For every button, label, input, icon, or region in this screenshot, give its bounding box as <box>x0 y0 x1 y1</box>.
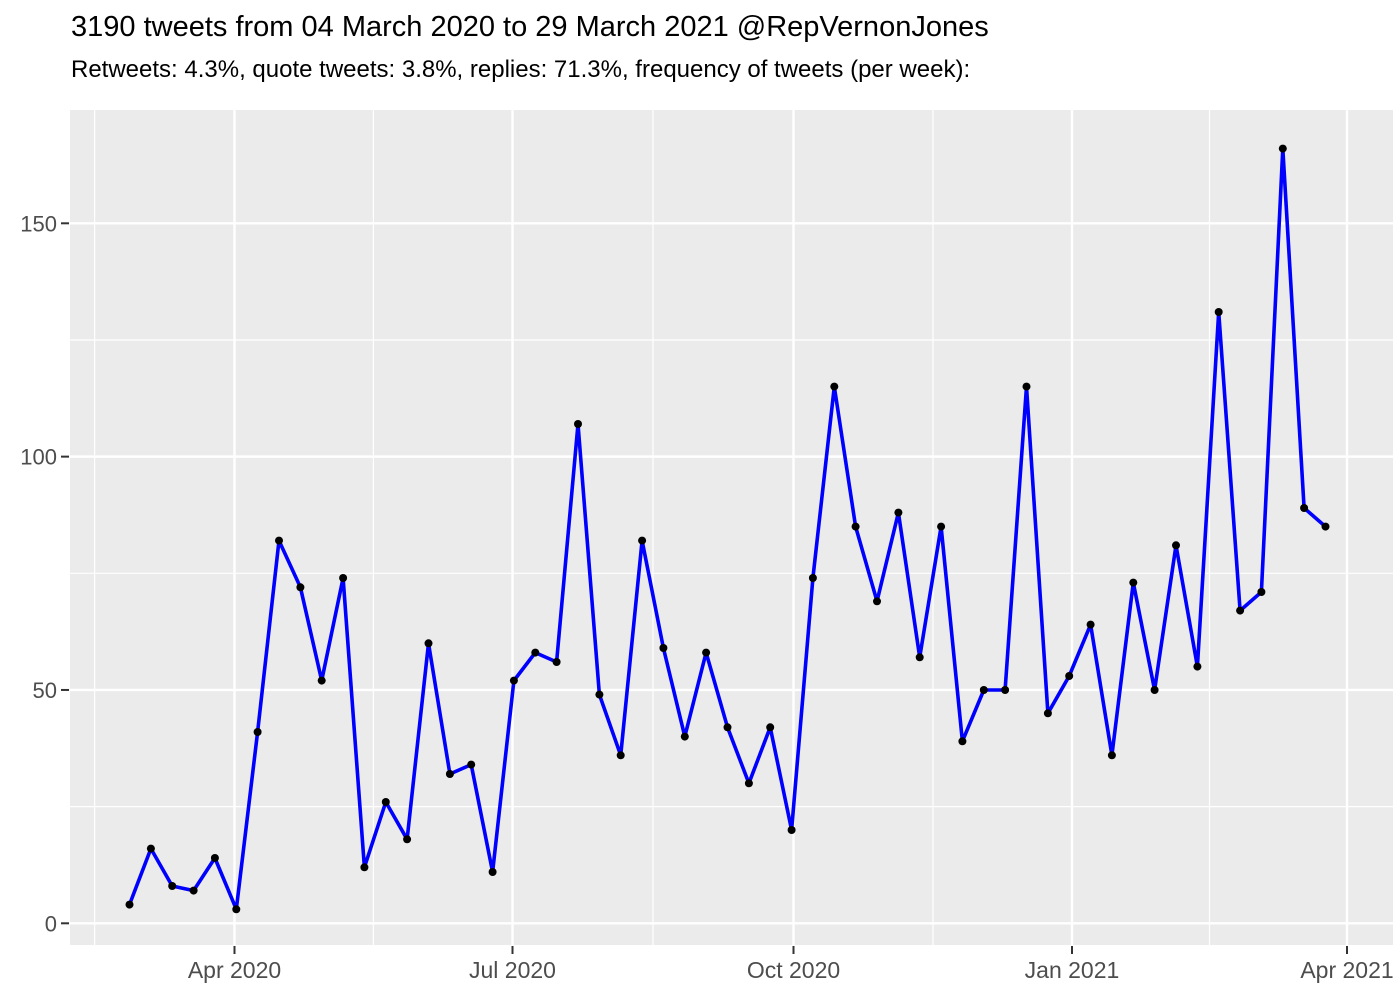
data-point <box>403 835 412 844</box>
data-point <box>424 639 433 648</box>
data-point <box>659 644 668 652</box>
data-point <box>1022 382 1031 391</box>
data-point <box>873 597 881 606</box>
x-axis-tick-label: Oct 2020 <box>747 957 840 983</box>
data-point <box>360 863 369 872</box>
data-point <box>232 905 241 914</box>
x-axis-tick-label: Apr 2021 <box>1300 957 1393 983</box>
x-axis-tick-label: Apr 2020 <box>188 957 281 983</box>
y-axis-tick-label: 50 <box>33 678 57 703</box>
data-point <box>1172 541 1180 550</box>
data-point <box>253 728 262 736</box>
data-point <box>638 536 647 545</box>
data-point <box>1257 588 1266 596</box>
data-point <box>488 868 497 876</box>
data-point <box>552 658 561 666</box>
data-point <box>509 676 518 685</box>
data-point <box>787 826 796 834</box>
data-point <box>851 522 860 531</box>
data-point <box>1065 672 1074 680</box>
data-point <box>1214 308 1223 316</box>
data-point <box>723 723 732 732</box>
data-point <box>1086 620 1095 629</box>
data-point <box>702 648 711 657</box>
data-point <box>766 723 775 732</box>
data-point <box>1150 686 1159 694</box>
data-point <box>915 653 924 662</box>
data-point <box>125 900 134 909</box>
chart-subtitle: Retweets: 4.3%, quote tweets: 3.8%, repl… <box>71 56 971 83</box>
data-point <box>894 508 903 517</box>
data-point <box>808 574 817 582</box>
data-point <box>1193 662 1202 671</box>
data-point <box>830 382 839 391</box>
data-point <box>744 779 753 788</box>
data-point <box>979 686 988 694</box>
data-point <box>616 751 625 760</box>
y-axis-tick-label: 0 <box>45 911 57 936</box>
data-point <box>1107 751 1116 760</box>
x-axis-tick-label: Jul 2020 <box>469 957 556 983</box>
data-point <box>1129 578 1138 587</box>
plot-panel <box>70 110 1393 945</box>
data-point <box>1001 686 1010 694</box>
data-point <box>339 574 348 582</box>
data-point <box>1300 504 1309 512</box>
data-point <box>146 844 155 853</box>
data-point <box>531 648 540 657</box>
data-point <box>189 886 198 895</box>
data-point <box>381 798 390 806</box>
y-axis-tick-label: 100 <box>20 445 57 470</box>
data-point <box>1278 144 1287 153</box>
y-axis-tick-label: 150 <box>20 211 57 236</box>
data-point <box>275 536 283 545</box>
data-point <box>937 522 946 531</box>
data-point <box>296 583 305 592</box>
data-point <box>574 420 582 428</box>
chart-title: 3190 tweets from 04 March 2020 to 29 Mar… <box>71 11 989 43</box>
data-point <box>445 770 454 778</box>
data-point <box>1043 709 1052 718</box>
data-point <box>317 676 326 685</box>
data-point <box>210 854 219 862</box>
data-point <box>1321 522 1330 531</box>
data-point <box>467 760 476 769</box>
data-point <box>958 737 967 746</box>
data-point <box>168 882 177 890</box>
x-axis-tick-label: Jan 2021 <box>1025 957 1120 983</box>
data-point <box>595 690 604 699</box>
data-point <box>1236 606 1245 615</box>
data-point <box>680 732 689 741</box>
